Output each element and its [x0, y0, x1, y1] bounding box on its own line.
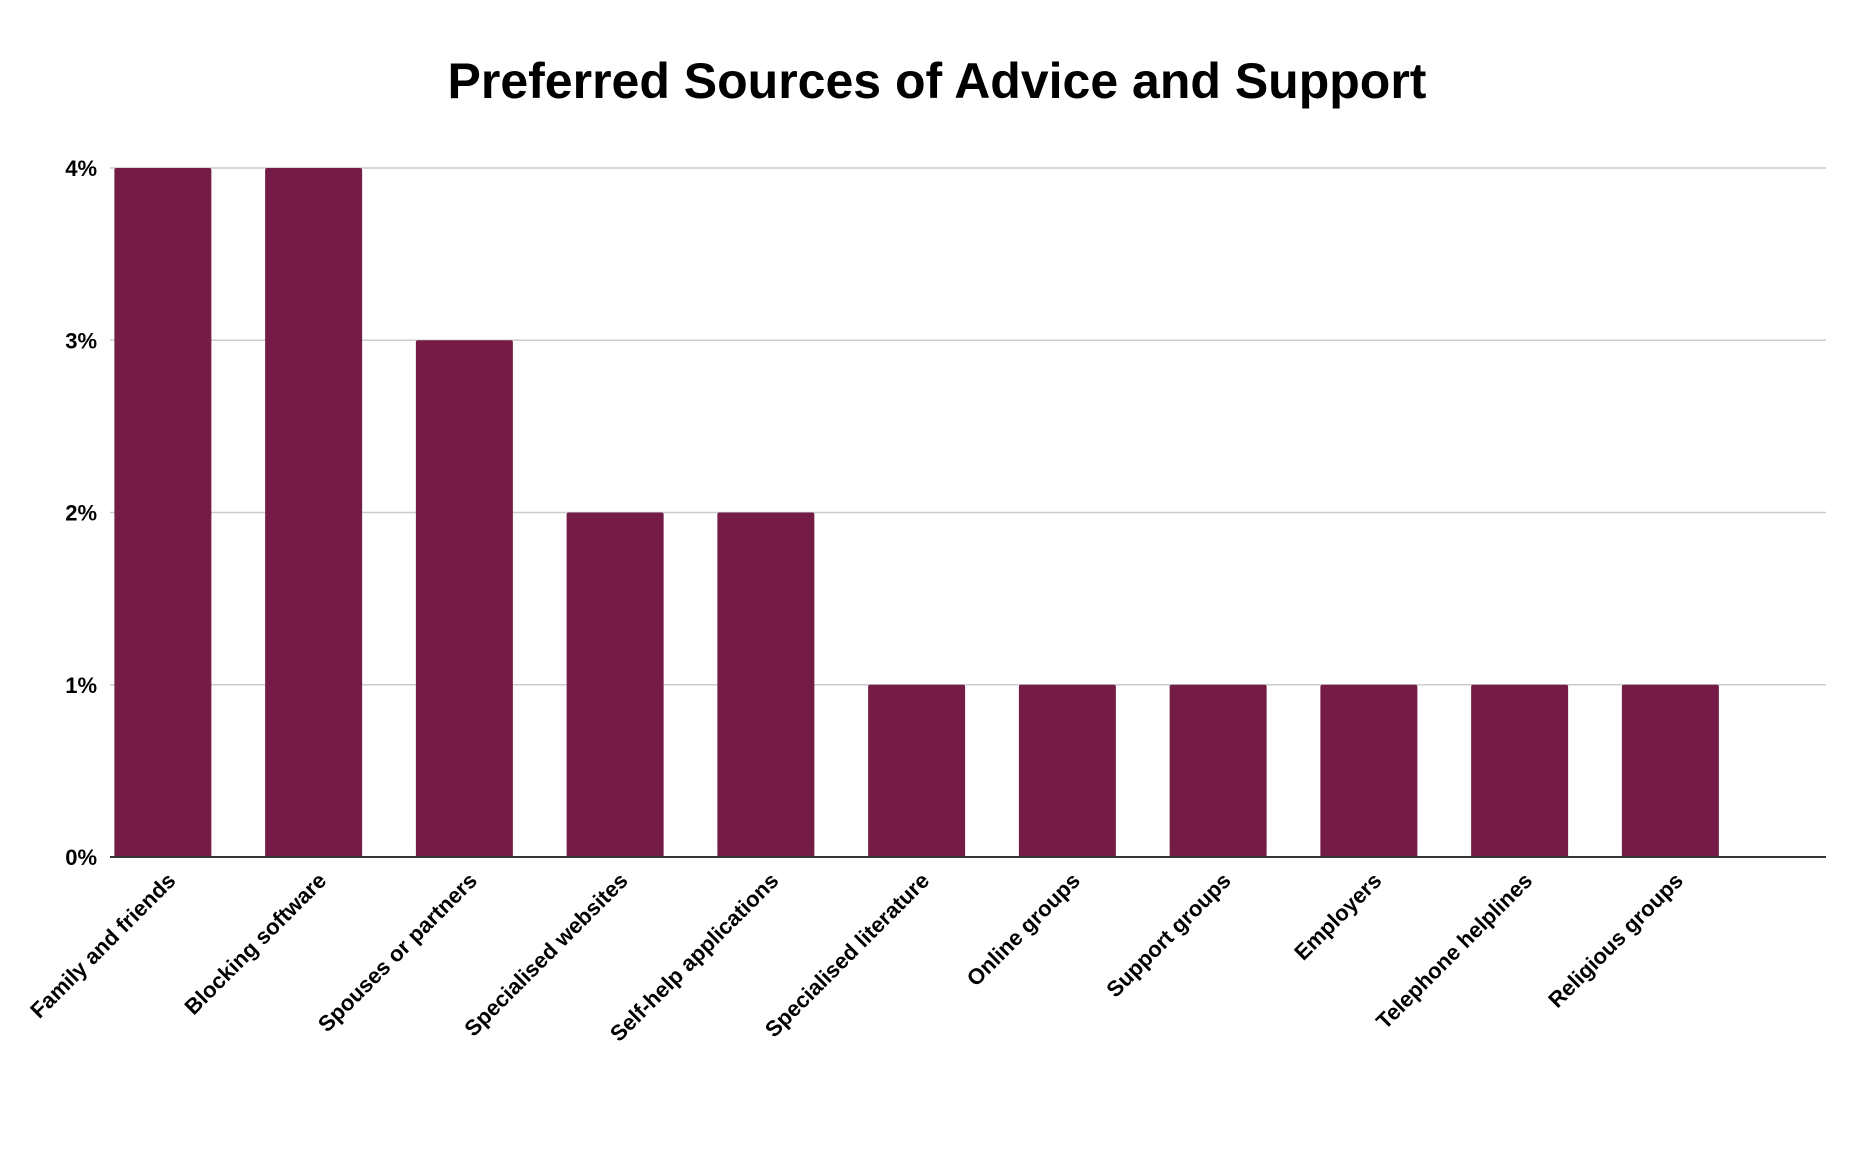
x-tick-label: Blocking software: [179, 868, 331, 1020]
bar: [868, 684, 966, 857]
bar: [1621, 684, 1719, 857]
x-tick-label: Family and friends: [25, 868, 180, 1023]
x-tick-label: Online groups: [962, 868, 1085, 991]
x-tick-label: Self-help applications: [605, 868, 783, 1046]
x-tick-label: Telephone helplines: [1371, 868, 1537, 1034]
x-tick-label: Employers: [1289, 868, 1386, 965]
bar: [1471, 684, 1569, 857]
chart-title: Preferred Sources of Advice and Support: [447, 53, 1427, 109]
y-axis: 0% 1% 2% 3% 4%: [65, 156, 97, 870]
bar: [1320, 684, 1418, 857]
bar: [717, 512, 815, 857]
x-axis: Family and friends Blocking softwareSpous…: [25, 856, 1826, 1046]
x-tick-label: Support groups: [1101, 868, 1235, 1002]
grid-layer: [110, 167, 1826, 686]
bar: [114, 168, 212, 857]
y-tick-label: 2%: [65, 501, 97, 526]
y-tick-label: 0%: [65, 845, 97, 870]
x-tick-label: Religious groups: [1543, 868, 1688, 1013]
bar: [1169, 684, 1267, 857]
x-tick-label: Specialised websites: [459, 868, 632, 1041]
bar: [415, 340, 513, 857]
bar: [566, 512, 664, 857]
y-tick-label: 4%: [65, 156, 97, 181]
y-tick-label: 3%: [65, 328, 97, 353]
bar: [265, 168, 363, 857]
x-tick-label: Spouses or partners: [313, 868, 482, 1037]
x-tick-label: Specialised literature: [760, 868, 934, 1042]
bar-layer: [114, 168, 1719, 857]
bar: [1018, 684, 1116, 857]
y-tick-label: 1%: [65, 673, 97, 698]
